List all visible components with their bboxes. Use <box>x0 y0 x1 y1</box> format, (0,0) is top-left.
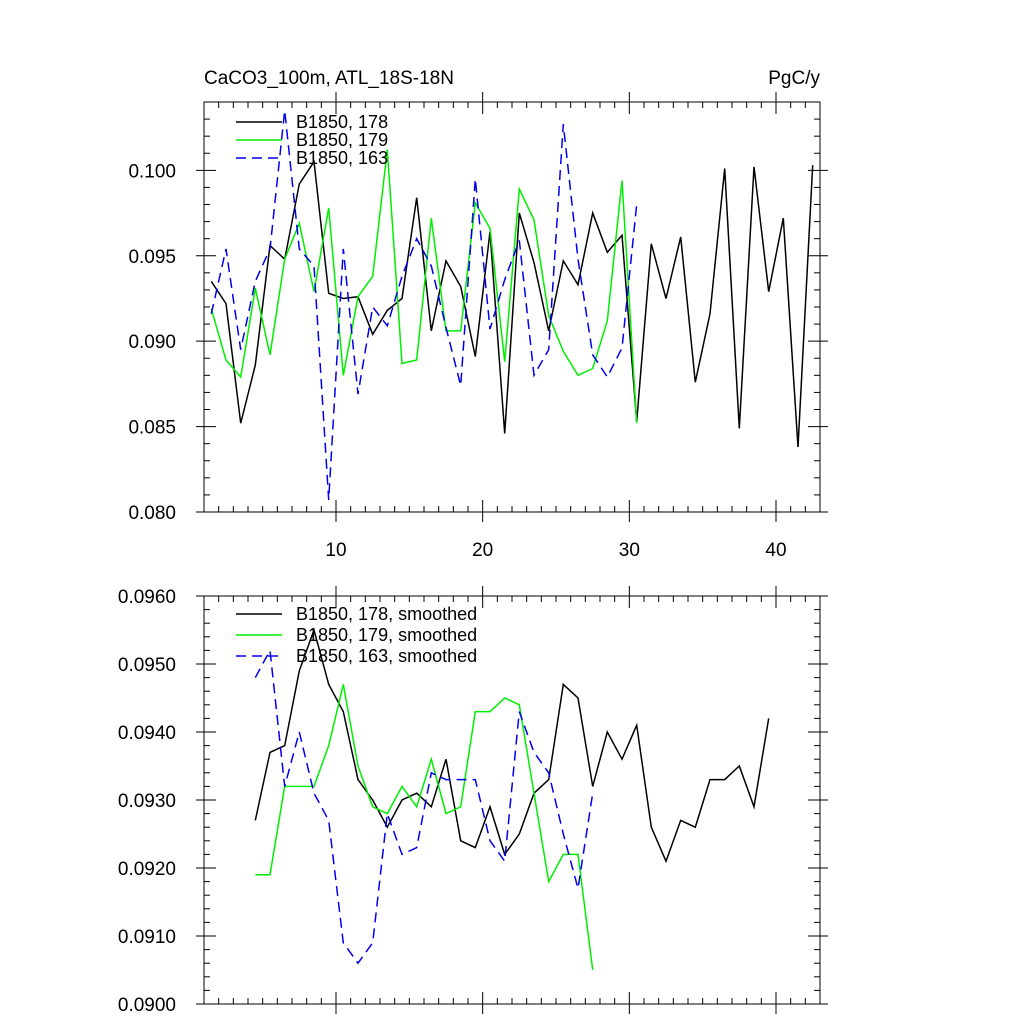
series-line <box>255 684 594 971</box>
y-tick-label: 0.080 <box>128 503 176 524</box>
top-panel: CaCO3_100m, ATL_18S-18N PgC/y 10 20 30 40 0.… <box>128 68 828 561</box>
y-tick-label: 0.100 <box>128 161 176 182</box>
x-tick-label: 20 <box>472 540 493 561</box>
y-tick-label: 0.0940 <box>118 723 176 744</box>
series-line <box>254 647 594 965</box>
bottom-ticks <box>196 586 828 1014</box>
y-tick-label: 0.0910 <box>118 927 176 948</box>
x-tick-label: 30 <box>619 540 640 561</box>
series-line <box>210 149 638 424</box>
legend-label: B1850, 163, smoothed <box>296 646 477 666</box>
bottom-panel: 0.0900 0.0910 0.0920 0.0930 0.0940 0.0950 0.09… <box>118 586 828 1016</box>
top-ticks <box>196 92 828 522</box>
series-line <box>254 627 770 864</box>
y-tick-label: 0.0900 <box>118 995 176 1016</box>
y-tick-label: 0.0960 <box>118 587 176 608</box>
y-tick-label: 0.0950 <box>118 655 176 676</box>
legend-label: B1850, 179, smoothed <box>296 625 477 645</box>
legend-label: B1850, 179 <box>296 130 388 150</box>
units-label: PgC/y <box>768 68 820 89</box>
series-line <box>210 110 638 501</box>
y-tick-label: 0.085 <box>128 418 176 439</box>
y-tick-label: 0.0920 <box>118 859 176 880</box>
series-line <box>210 159 814 448</box>
chart-title: CaCO3_100m, ATL_18S-18N <box>204 68 454 89</box>
legend-label: B1850, 178 <box>296 112 388 132</box>
legend-label: B1850, 163 <box>296 148 388 168</box>
y-tick-label: 0.090 <box>128 332 176 353</box>
y-tick-label: 0.0930 <box>118 791 176 812</box>
x-tick-label: 40 <box>765 540 786 561</box>
y-tick-label: 0.095 <box>128 247 176 268</box>
x-tick-label: 10 <box>325 540 346 561</box>
legend-label: B1850, 178, smoothed <box>296 604 477 624</box>
